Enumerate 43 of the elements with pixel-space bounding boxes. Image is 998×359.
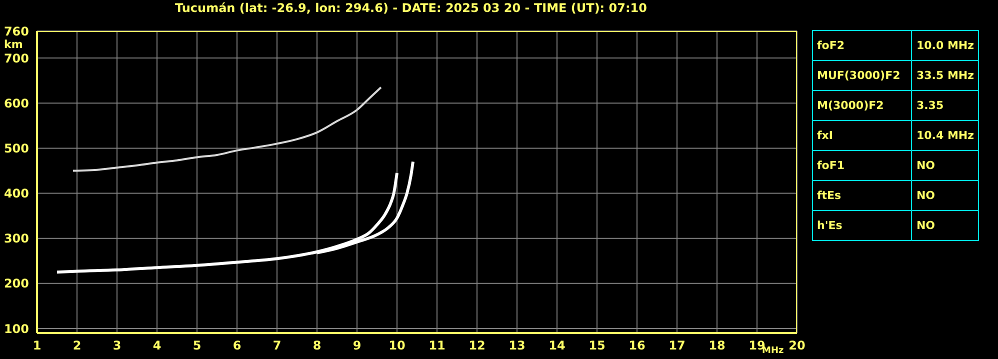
text: fxI (812, 120, 912, 150)
x-tick-label: 6 (232, 338, 242, 353)
x-tick-label: 9 (352, 338, 362, 353)
text: NO (912, 150, 978, 180)
y-tick-label: 300 (4, 232, 29, 246)
x-tick-label: 8 (312, 338, 322, 353)
x-tick-label: 10 (388, 338, 406, 353)
text: foF2 (812, 30, 912, 60)
x-tick-label: 5 (192, 338, 202, 353)
text: 10.4 MHz (912, 120, 978, 150)
x-tick-label: 15 (588, 338, 606, 353)
x-tick-label: 12 (468, 338, 486, 353)
text: 33.5 MHz (912, 60, 978, 90)
x-tick-label: 2 (72, 338, 82, 353)
y-tick-label: 200 (4, 276, 29, 291)
x-tick-label: 4 (152, 338, 162, 353)
text: ftEs (812, 180, 912, 210)
text: h'Es (812, 210, 912, 240)
x-tick-label: 11 (428, 338, 446, 353)
text: M(3000)F2 (812, 90, 912, 120)
chart-title: Tucumán (lat: -26.9, lon: 294.6) - DATE: 2025 03 20 - TIME (UT): 07:10 (174, 1, 648, 15)
y-tick-label: 700 (4, 51, 29, 66)
y-tick-label: 600 (4, 96, 29, 110)
y-tick-label: 500 (4, 141, 29, 156)
x-tick-label: 3 (112, 338, 122, 353)
text: MUF(3000)F2 (812, 60, 912, 90)
text: NO (912, 210, 978, 240)
text: NO (912, 180, 978, 210)
y-tick-label: 400 (4, 186, 29, 201)
x-tick-label: 20 (788, 338, 806, 353)
x-tick-label: 17 (668, 338, 686, 353)
text: foF1 (812, 150, 912, 180)
x-tick-label: 18 (708, 338, 726, 353)
x-tick-label: 7 (272, 338, 282, 353)
text: 3.35 (912, 90, 978, 120)
y-tick-label: 100 (4, 322, 29, 336)
y-axis-title: km (4, 38, 23, 51)
x-tick-label: 14 (548, 338, 566, 353)
y-tick-label: 760 (4, 24, 29, 38)
x-tick-label: 1 (32, 338, 42, 353)
x-tick-label: 13 (508, 338, 526, 353)
x-tick-label: 16 (628, 338, 646, 353)
text: 10.0 MHz (912, 30, 978, 60)
